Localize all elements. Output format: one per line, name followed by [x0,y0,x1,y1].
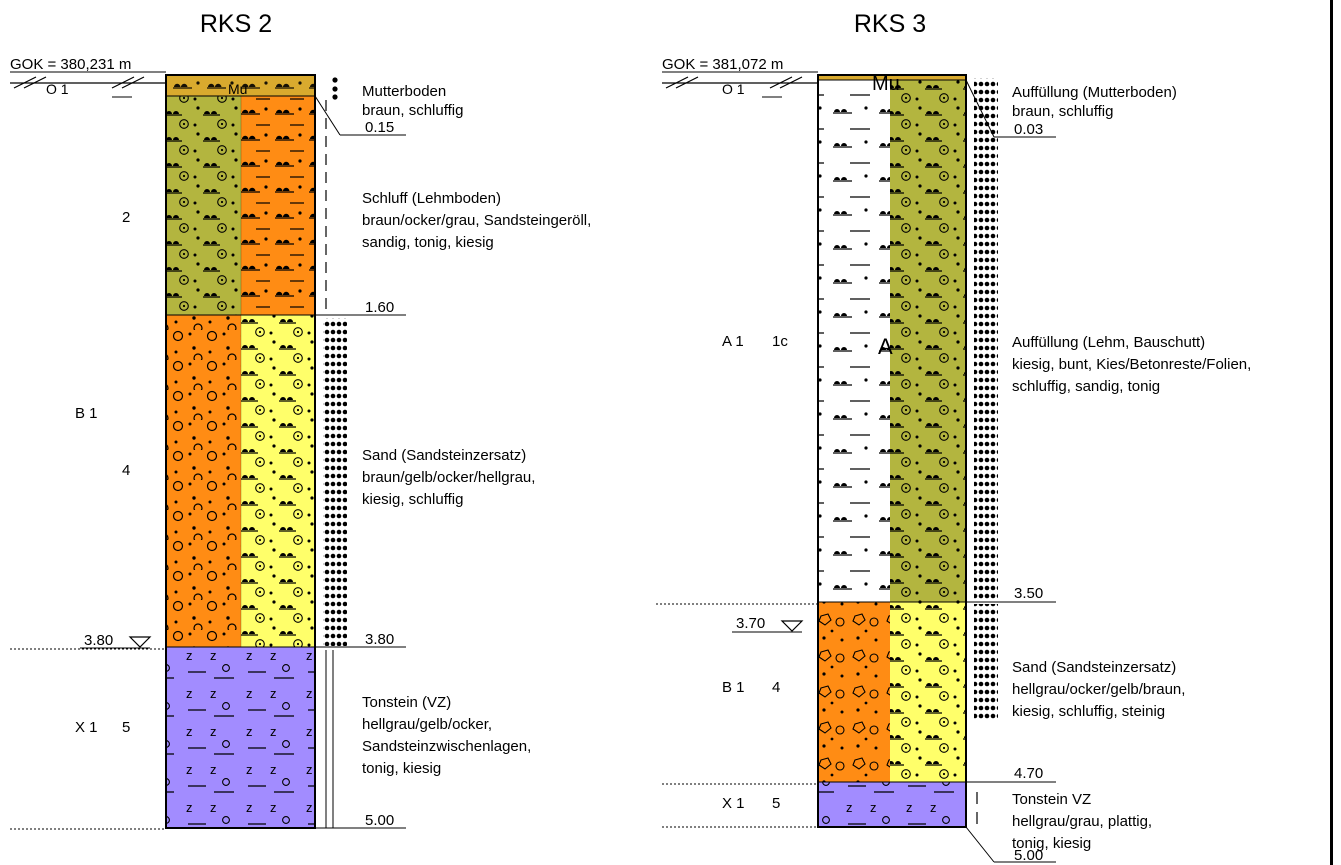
rks3-desc-1-line-1: kiesig, bunt, Kies/Betonreste/Folien, [1012,356,1251,373]
rks2-ground-symbol [10,76,166,89]
rks2-water-level: 3.80 [10,632,166,650]
rks3-sample-column [974,78,998,824]
rks3-desc-1: Auffüllung (Lehm, Bauschutt) kiesig, bun… [1012,334,1251,395]
rks2-code-o1: O 1 [46,81,69,97]
rks2-depth-1: 1.60 [365,299,394,316]
rks2-desc-2-line-2: kiesig, schluffig [362,491,463,508]
rks3-code-a1: A 1 [722,333,744,350]
rks2-desc-3-line-0: Tonstein (VZ) [362,694,451,711]
rks2-number-2: 2 [122,209,130,226]
rks3-mu-label: Mu [872,73,900,95]
rks2-code-b1: B 1 [75,405,98,422]
rks3-desc-0: Auffüllung (Mutterboden) braun, schluffi… [1012,84,1177,120]
rks2-desc-3-line-3: tonig, kiesig [362,760,441,777]
rks3-code-x1: X 1 [722,795,745,812]
rks2-gok: GOK = 380,231 m [10,56,131,73]
rks2-desc-1-line-2: sandig, tonig, kiesig [362,234,494,251]
rks2-number-5: 5 [122,719,130,736]
rks3-number-5: 5 [772,795,780,812]
page-border [1330,0,1333,865]
rks3-desc-2-line-1: hellgrau/ocker/gelb/braun, [1012,681,1185,698]
rks2-water-level-text: 3.80 [84,632,113,649]
rks2-desc-2-line-0: Sand (Sandsteinzersatz) [362,447,526,464]
rks2-title: RKS 2 [200,10,272,38]
rks2-desc-3-line-2: Sandsteinzwischenlagen, [362,738,531,755]
rks2-code-x1: X 1 [75,719,98,736]
rks3-depth-0: 0.03 [1014,121,1043,138]
rks2-desc-3-line-1: hellgrau/gelb/ocker, [362,716,492,733]
rks2-desc-2-line-1: braun/gelb/ocker/hellgrau, [362,469,535,486]
rks3-gok: GOK = 381,072 m [662,56,783,73]
rks3-number-4: 4 [772,679,780,696]
rks3-desc-3: Tonstein VZ hellgrau/grau, plattig, toni… [1012,791,1152,852]
rks3-ground-symbol [662,76,818,89]
rks3-code-o1: O 1 [722,81,745,97]
rks3-desc-2: Sand (Sandsteinzersatz) hellgrau/ocker/g… [1012,659,1185,720]
rks2-desc-1-line-1: braun/ocker/grau, Sandsteingeröll, [362,212,591,229]
rks2-desc-0-line-1: braun, schluffig [362,102,463,119]
rks3-profile: RKS 3 GOK = 381,072 m Mu A O 1 A 1 1c B … [656,10,1251,864]
rks3-layer-mutterboden [818,75,966,80]
rks3-depth-1: 3.50 [1014,585,1043,602]
rks3-desc-2-line-0: Sand (Sandsteinzersatz) [1012,659,1176,676]
rks2-desc-0-line-0: Mutterboden [362,83,446,100]
rks2-depth-0: 0.15 [365,119,394,136]
rks2-desc-0: Mutterboden braun, schluffig [362,83,463,119]
rks3-desc-2-line-2: kiesig, schluffig, steinig [1012,703,1165,720]
rks3-depth-2: 4.70 [1014,765,1043,782]
rks2-mu-label: Mu [228,81,247,97]
rks3-desc-3-line-2: tonig, kiesig [1012,835,1091,852]
rks2-number-4: 4 [122,462,130,479]
rks3-desc-0-line-1: braun, schluffig [1012,103,1113,120]
rks3-depth-3: 5.00 [1014,847,1043,864]
rks2-desc-3: Tonstein (VZ) hellgrau/gelb/ocker, Sands… [362,694,531,777]
rks3-water-level-text: 3.70 [736,615,765,632]
rks2-profile: RKS 2 GOK = 380,231 m Mu O 1 2 B [10,10,591,830]
rks2-desc-1: Schluff (Lehmboden) braun/ocker/grau, Sa… [362,190,591,251]
rks2-depth-2: 3.80 [365,631,394,648]
rks2-desc-1-line-0: Schluff (Lehmboden) [362,190,501,207]
rks3-desc-0-line-0: Auffüllung (Mutterboden) [1012,84,1177,101]
rks3-desc-3-line-1: hellgrau/grau, plattig, [1012,813,1152,830]
rks3-desc-3-line-0: Tonstein VZ [1012,791,1091,808]
rks2-depth-3: 5.00 [365,812,394,829]
rks3-desc-1-line-2: schluffig, sandig, tonig [1012,378,1160,395]
rks2-sample-column [323,77,347,828]
rks3-water-level: 3.70 [732,615,804,633]
rks2-desc-2: Sand (Sandsteinzersatz) braun/gelb/ocker… [362,447,535,508]
rks3-title: RKS 3 [854,10,926,38]
rks3-number-1c: 1c [772,333,788,350]
rks3-code-b1: B 1 [722,679,745,696]
rks3-a-label: A [878,334,893,359]
rks3-desc-1-line-0: Auffüllung (Lehm, Bauschutt) [1012,334,1205,351]
